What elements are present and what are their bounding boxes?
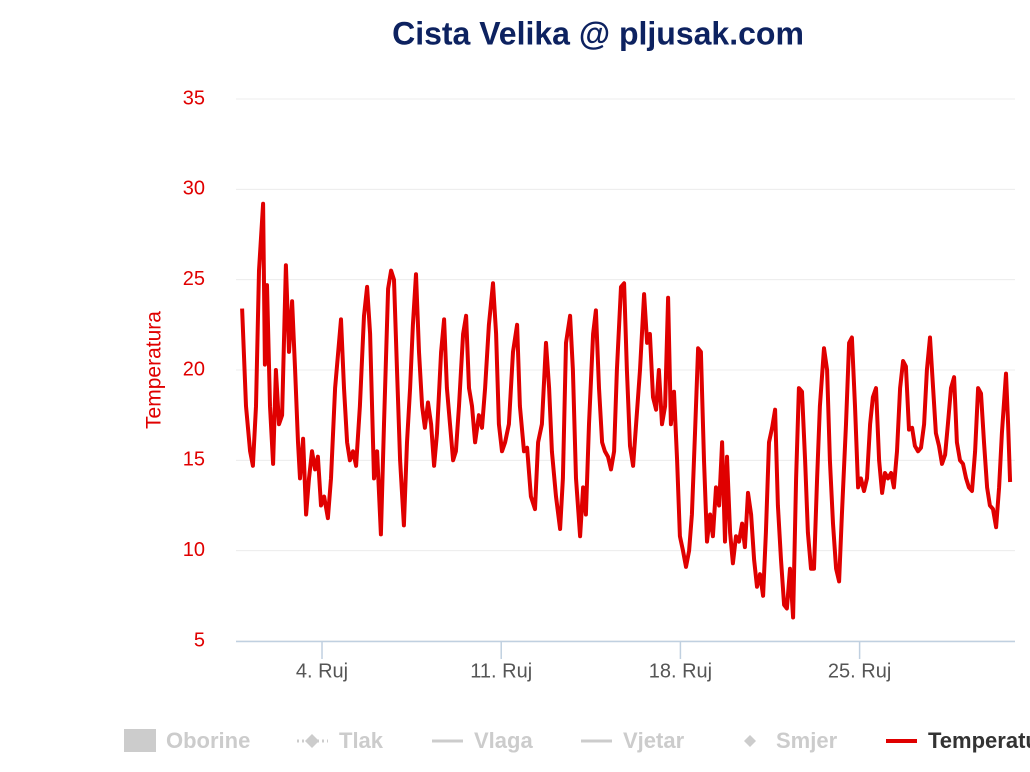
x-tick-label: 4. Ruj <box>296 660 348 682</box>
x-tick-label: 18. Ruj <box>649 660 712 682</box>
legend-label[interactable]: Vlaga <box>474 728 533 753</box>
y-tick-label: 20 <box>183 358 205 380</box>
legend-label[interactable]: Vjetar <box>623 728 685 753</box>
y-tick-label: 30 <box>183 178 205 200</box>
legend-label[interactable]: Smjer <box>776 728 838 753</box>
legend-label[interactable]: Temperatura <box>928 728 1030 753</box>
y-tick-label: 10 <box>183 539 205 561</box>
x-tick-label: 11. Ruj <box>470 660 532 682</box>
legend-symbol <box>744 735 756 747</box>
y-tick-label: 25 <box>183 268 205 290</box>
legend-label[interactable]: Tlak <box>339 728 384 753</box>
legend-symbol <box>124 729 156 752</box>
temperature-line <box>240 201 1013 620</box>
chart-title: Cista Velika @ pljusak.com <box>392 15 804 51</box>
y-tick-label: 35 <box>183 87 205 109</box>
legend-label[interactable]: Oborine <box>166 728 250 753</box>
y-tick-label: 15 <box>183 449 205 471</box>
x-tick-label: 25. Ruj <box>828 660 891 682</box>
y-axis-title: Temperatura <box>143 311 166 429</box>
y-tick-label: 5 <box>194 629 205 651</box>
legend-symbol <box>305 734 319 748</box>
